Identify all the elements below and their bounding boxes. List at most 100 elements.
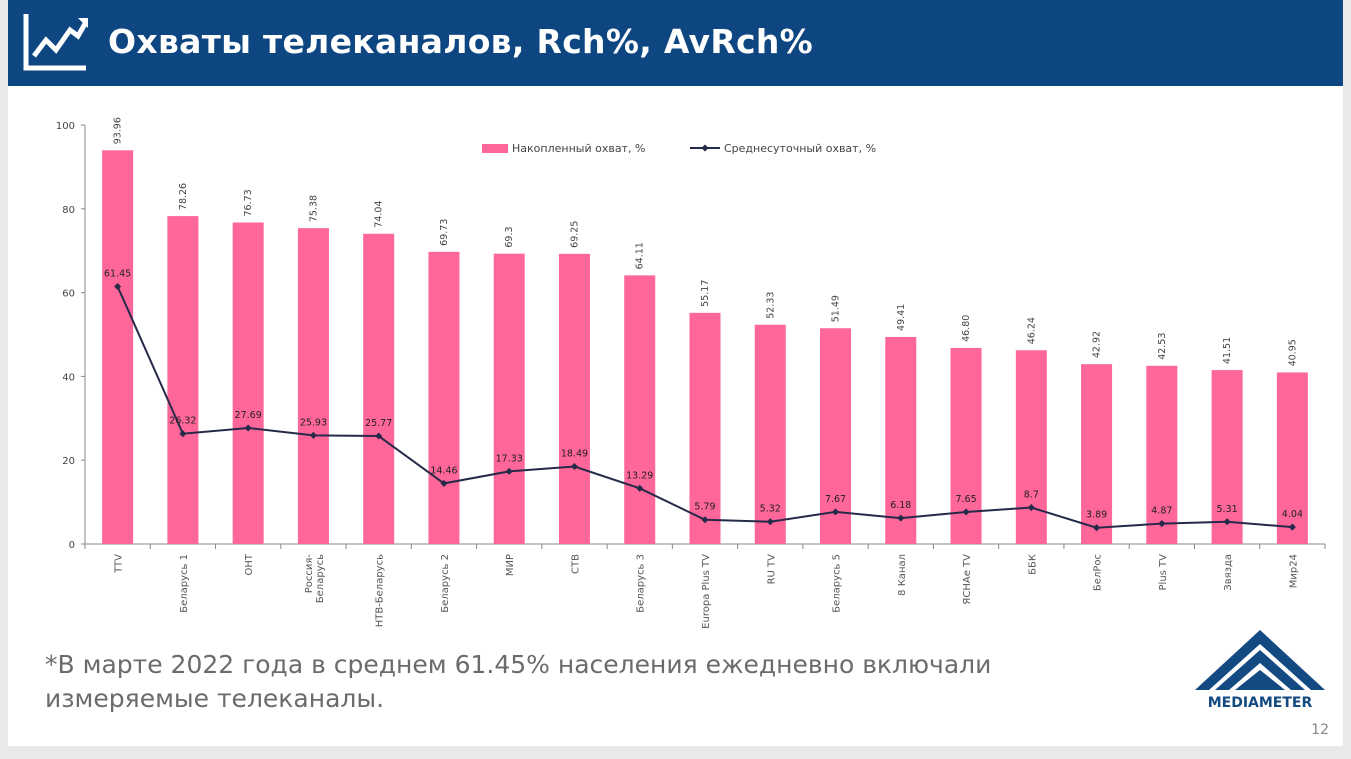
- category-label: Россия-: [304, 554, 315, 594]
- page-number: 12: [1311, 722, 1329, 738]
- y-tick-label: 0: [69, 540, 75, 551]
- bar-value-label: 46.24: [1026, 317, 1037, 344]
- bar: [1276, 372, 1308, 544]
- bar-value-label: 74.04: [374, 201, 385, 228]
- category-label: Беларусь 3: [636, 554, 647, 613]
- legend-line-marker: [701, 144, 709, 152]
- bar-value-label: 51.49: [831, 295, 842, 322]
- line-value-label: 18.49: [561, 449, 588, 460]
- line-point: [636, 484, 644, 492]
- svg-text:MEDIAMETER: MEDIAMETER: [1208, 695, 1313, 710]
- line-point: [897, 514, 905, 522]
- bar: [1015, 350, 1047, 544]
- category-label: Беларусь 1: [179, 554, 190, 613]
- line-value-label: 5.31: [1217, 504, 1238, 515]
- bar-value-label: 49.41: [896, 304, 907, 331]
- bar: [754, 324, 786, 544]
- line-value-label: 5.32: [760, 504, 781, 515]
- category-label: Беларусь 2: [440, 554, 451, 613]
- y-tick-label: 60: [62, 289, 75, 300]
- line-value-label: 13.29: [626, 470, 653, 481]
- bar-value-label: 40.95: [1287, 339, 1298, 366]
- bar: [167, 216, 199, 544]
- bar: [102, 150, 134, 544]
- bar-value-label: 69.25: [569, 221, 580, 248]
- bar-value-label: 69.73: [439, 219, 450, 246]
- bar-value-label: 78.26: [178, 183, 189, 210]
- line-point: [570, 462, 579, 471]
- bar-value-label: 42.53: [1157, 333, 1168, 360]
- line-value-label: 7.65: [955, 494, 976, 505]
- y-tick-label: 40: [62, 372, 75, 383]
- category-label: Мир24: [1288, 554, 1299, 588]
- bar: [624, 275, 656, 544]
- bar-value-label: 64.11: [635, 242, 646, 269]
- line-value-label: 26.32: [169, 416, 196, 427]
- line-point: [962, 508, 970, 516]
- bar-value-label: 75.38: [308, 195, 319, 222]
- category-label: НТВ-Беларусь: [375, 554, 386, 627]
- legend-bar-swatch: [482, 144, 508, 153]
- bar-value-label: 41.51: [1222, 337, 1233, 364]
- category-label: ББК: [1027, 554, 1038, 575]
- line-point: [505, 467, 513, 475]
- bar: [232, 222, 264, 545]
- bar-value-label: 46.80: [961, 315, 972, 342]
- line-value-label: 5.79: [694, 502, 715, 513]
- mediameter-logo: MEDIAMETER: [1195, 630, 1325, 710]
- category-label: СТВ: [570, 554, 581, 574]
- line-value-label: 14.46: [430, 465, 457, 476]
- bar-value-label: 52.33: [765, 292, 776, 319]
- footnote: *В марте 2022 года в среднем 61.45% насе…: [45, 650, 992, 713]
- category-label: ОНТ: [244, 553, 255, 575]
- line-value-label: 61.45: [104, 269, 131, 280]
- category-label: Europa Plus TV: [701, 554, 712, 629]
- line-value-label: 7.67: [825, 494, 846, 505]
- line-value-label: 17.33: [496, 453, 523, 464]
- category-label: МИР: [505, 554, 516, 576]
- bar: [297, 228, 329, 544]
- header-bar: Охваты телеканалов, Rch%, AvRch%: [8, 0, 1343, 86]
- bar: [885, 336, 917, 544]
- line-point: [114, 282, 122, 291]
- bar: [1211, 370, 1243, 544]
- line-value-label: 25.77: [365, 418, 392, 429]
- line-point: [309, 431, 317, 439]
- line-point: [440, 479, 448, 487]
- slide: Охваты телеканалов, Rch%, AvRch% *В март…: [8, 0, 1343, 746]
- line-value-label: 25.93: [300, 417, 327, 428]
- category-label: 8 Канал: [897, 554, 908, 596]
- bar: [428, 251, 460, 544]
- line-point: [179, 430, 187, 438]
- category-label: Plus TV: [1158, 554, 1169, 591]
- y-tick-label: 20: [62, 456, 75, 467]
- category-label: Звязда: [1223, 554, 1234, 591]
- legend-bar-label: Накопленный охват, %: [512, 142, 645, 155]
- bar-value-label: 42.92: [1092, 331, 1103, 358]
- category-label: ЯСНАе TV: [962, 554, 973, 605]
- bar-value-label: 93.96: [113, 117, 124, 144]
- trend-chart-icon: [23, 14, 89, 71]
- y-tick-label: 80: [62, 205, 75, 216]
- legend-line-label: Среднесуточный охват, %: [724, 142, 876, 155]
- bar: [363, 233, 395, 544]
- line-point: [701, 516, 709, 524]
- line-value-label: 6.18: [890, 500, 911, 511]
- line-value-label: 4.87: [1151, 506, 1172, 517]
- category-label: Беларусь 5: [832, 554, 843, 613]
- bar: [1146, 365, 1178, 544]
- line-value-label: 27.69: [235, 410, 262, 421]
- category-label: TTV: [114, 554, 125, 574]
- line-point: [766, 518, 774, 526]
- bar: [820, 328, 852, 544]
- bar-value-label: 69.3: [504, 226, 515, 247]
- category-label: БелРос: [1093, 554, 1104, 591]
- line-point: [375, 432, 383, 440]
- line-value-label: 4.04: [1282, 509, 1303, 520]
- line-value-label: 8.7: [1024, 490, 1039, 501]
- bar-value-label: 55.17: [700, 280, 711, 307]
- page-title: Охваты телеканалов, Rch%, AvRch%: [108, 22, 814, 61]
- y-tick-label: 100: [56, 121, 75, 132]
- bar: [558, 253, 590, 544]
